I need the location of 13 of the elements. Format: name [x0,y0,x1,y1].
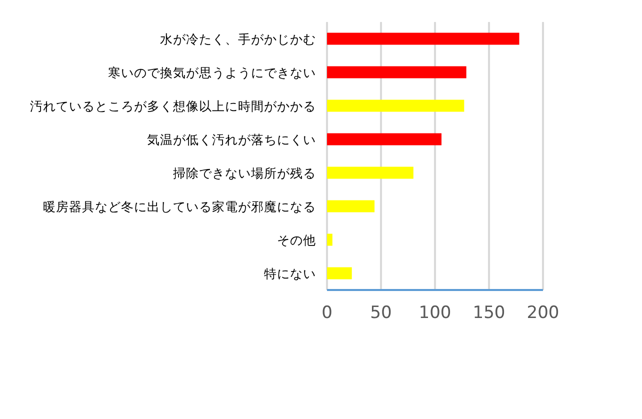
x-tick-label: 0 [322,303,332,323]
y-tick-label: 掃除できない場所が残る [173,165,316,180]
x-tick-label: 50 [370,303,392,323]
x-tick-label: 150 [472,303,506,323]
y-tick-label: 水が冷たく、手がかじかむ [160,31,316,46]
y-tick-label: 汚れているところが多く想像以上に時間がかかる [30,98,316,114]
y-tick-label: 気温が低く汚れが落ちにくい [147,132,316,147]
x-tick-label: 200 [526,303,560,323]
y-tick-label: 寒いので換気が思うようにできない [108,64,316,80]
x-tick-label: 100 [418,303,452,323]
y-tick-label: 特にない [264,266,316,281]
y-tick-label: 暖房器具など冬に出している家電が邪魔になる [43,198,316,214]
y-tick-label: その他 [277,232,316,248]
